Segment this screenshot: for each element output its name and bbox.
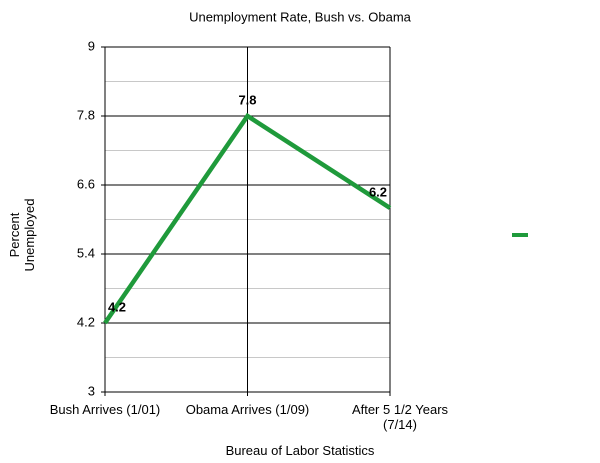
data-label: 6.2	[369, 184, 387, 199]
y-tick-label: 4.2	[77, 314, 95, 329]
x-tick-label: Obama Arrives (1/09)	[185, 402, 310, 417]
data-label: 4.2	[108, 299, 126, 314]
y-tick-label: 9	[88, 38, 95, 53]
y-tick-label: 5.4	[77, 245, 95, 260]
data-line	[103, 112, 392, 325]
y-axis-title: Percent Unemployed	[7, 198, 37, 272]
x-axis-title: Bureau of Labor Statistics	[225, 443, 375, 458]
y-tick-label: 7.8	[77, 107, 95, 122]
data-label: 7.8	[238, 92, 256, 107]
y-tick-label: 3	[88, 383, 95, 398]
y-tick-label: 6.6	[77, 176, 95, 191]
x-tick-label: Bush Arrives (1/01)	[49, 402, 161, 417]
chart-title: Unemployment Rate, Bush vs. Obama	[189, 9, 412, 24]
x-tick-label: After 5 1/2 Years (7/14)	[351, 402, 449, 432]
